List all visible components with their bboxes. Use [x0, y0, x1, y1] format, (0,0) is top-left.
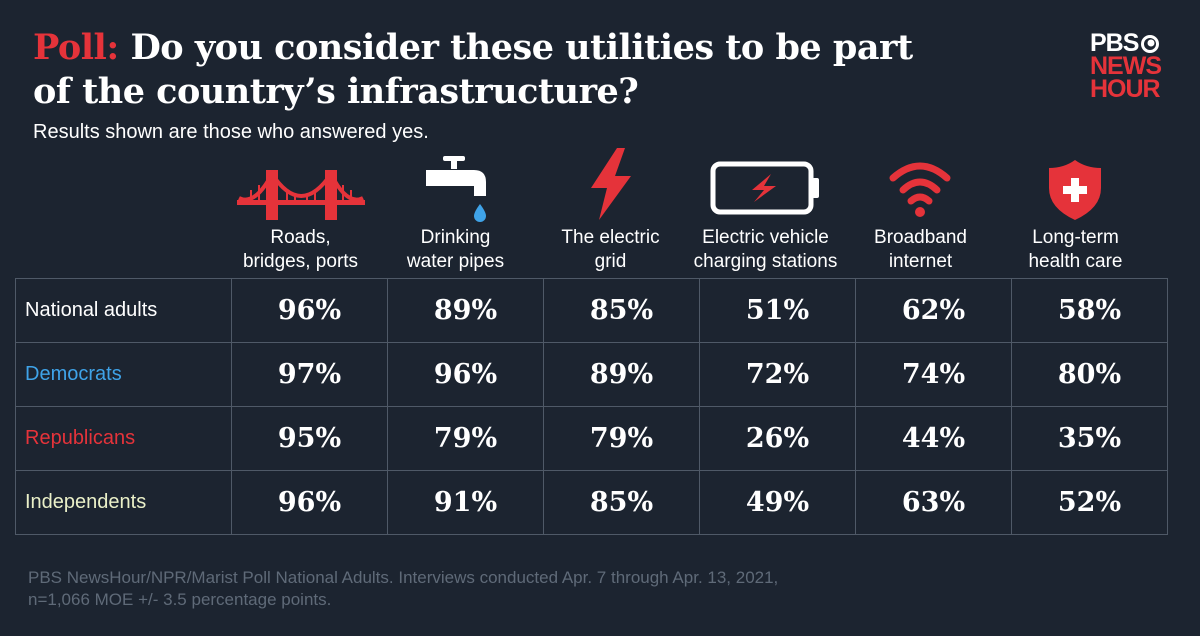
- row-label: Independents: [15, 470, 232, 535]
- health-shield-icon: [1049, 160, 1101, 220]
- table-row: National adults 96% 89% 85% 51% 62% 58%: [15, 278, 1168, 343]
- logo-line-3: HOUR: [1090, 75, 1161, 103]
- title-prefix: Poll:: [33, 27, 119, 68]
- logo-line-1: PBS: [1090, 29, 1139, 57]
- table-cell: 85%: [543, 278, 700, 343]
- pbs-newshour-logo: PBS NEWS HOUR: [1090, 29, 1170, 103]
- source-footnote: PBS NewsHour/NPR/Marist Poll National Ad…: [28, 568, 779, 609]
- table-cell: 91%: [387, 470, 544, 535]
- category-col-roads: Roads, bridges, ports: [223, 140, 378, 278]
- category-label: Broadband internet: [874, 227, 967, 272]
- category-col-health: Long-term health care: [998, 140, 1153, 278]
- table-cell: 96%: [387, 342, 544, 407]
- chart-title: Poll: Do you consider these utilities to…: [33, 26, 913, 114]
- table-cell: 52%: [1011, 470, 1168, 535]
- table-cell: 49%: [699, 470, 856, 535]
- logo-line-2: NEWS: [1090, 52, 1162, 80]
- table-cell: 74%: [855, 342, 1012, 407]
- table-cell: 79%: [387, 406, 544, 471]
- pbs-head-icon: [1141, 34, 1160, 53]
- wifi-icon: [889, 162, 951, 217]
- table-cell: 80%: [1011, 342, 1168, 407]
- category-col-grid: The electric grid: [533, 140, 688, 278]
- table-row: Independents 96% 91% 85% 49% 63% 52%: [15, 470, 1168, 535]
- table-cell: 62%: [855, 278, 1012, 343]
- category-header: Roads, bridges, ports Drinking water pip…: [223, 140, 1153, 278]
- category-label: Drinking water pipes: [406, 227, 505, 272]
- category-label: Long-term health care: [1028, 227, 1123, 272]
- lightning-icon: [591, 148, 631, 220]
- table-row: Republicans 95% 79% 79% 26% 44% 35%: [15, 406, 1168, 471]
- table-cell: 95%: [231, 406, 388, 471]
- category-label: Roads, bridges, ports: [242, 227, 359, 272]
- table-cell: 58%: [1011, 278, 1168, 343]
- title-text: Do you consider these utilities to be pa…: [33, 27, 913, 112]
- chart-subtitle: Results shown are those who answered yes…: [33, 121, 429, 143]
- table-cell: 72%: [699, 342, 856, 407]
- table-cell: 89%: [543, 342, 700, 407]
- poll-table: National adults 96% 89% 85% 51% 62% 58% …: [15, 278, 1168, 535]
- category-label: The electric grid: [561, 227, 660, 272]
- table-cell: 79%: [543, 406, 700, 471]
- category-label: Electric vehicle charging stations: [693, 227, 838, 272]
- table-cell: 35%: [1011, 406, 1168, 471]
- bridge-icon: [237, 170, 365, 220]
- table-cell: 26%: [699, 406, 856, 471]
- category-col-water: Drinking water pipes: [378, 140, 533, 278]
- row-label: Republicans: [15, 406, 232, 471]
- table-cell: 96%: [231, 278, 388, 343]
- table-cell: 96%: [231, 470, 388, 535]
- row-label: Democrats: [15, 342, 232, 407]
- row-label: National adults: [15, 278, 232, 343]
- category-col-ev: Electric vehicle charging stations: [688, 140, 843, 278]
- category-col-broadband: Broadband internet: [843, 140, 998, 278]
- table-cell: 44%: [855, 406, 1012, 471]
- faucet-icon: [426, 156, 486, 222]
- table-row: Democrats 97% 96% 89% 72% 74% 80%: [15, 342, 1168, 407]
- table-cell: 51%: [699, 278, 856, 343]
- table-cell: 85%: [543, 470, 700, 535]
- battery-icon: [710, 161, 819, 215]
- table-cell: 97%: [231, 342, 388, 407]
- table-cell: 89%: [387, 278, 544, 343]
- table-cell: 63%: [855, 470, 1012, 535]
